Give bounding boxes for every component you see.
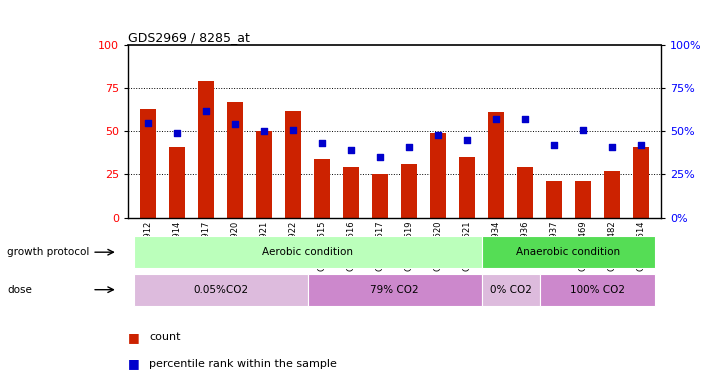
Text: GDS2969 / 8285_at: GDS2969 / 8285_at	[128, 31, 250, 44]
Bar	[430, 133, 446, 218]
Text: growth protocol: growth protocol	[7, 247, 90, 257]
Bar	[546, 181, 562, 218]
Bar	[401, 164, 417, 218]
Text: Aerobic condition: Aerobic condition	[262, 247, 353, 257]
Text: count: count	[149, 333, 181, 342]
Point	[375, 154, 386, 160]
Bar	[285, 111, 301, 218]
Point	[635, 142, 646, 148]
Text: Anaerobic condition: Anaerobic condition	[516, 247, 621, 257]
Text: percentile rank within the sample: percentile rank within the sample	[149, 359, 337, 369]
Bar	[314, 159, 330, 218]
Text: 79% CO2: 79% CO2	[370, 285, 419, 295]
Bar	[343, 168, 359, 217]
Point	[230, 122, 241, 128]
Text: ■: ■	[128, 331, 140, 344]
Bar	[633, 147, 649, 218]
Point	[548, 142, 560, 148]
Text: 0.05%CO2: 0.05%CO2	[193, 285, 248, 295]
Text: dose: dose	[7, 285, 32, 295]
Bar	[140, 109, 156, 217]
Point	[606, 144, 618, 150]
Point	[461, 137, 473, 143]
Bar	[488, 112, 504, 218]
Bar	[228, 102, 243, 218]
Point	[577, 126, 589, 132]
Point	[316, 140, 328, 146]
Bar	[256, 131, 272, 218]
Text: ■: ■	[128, 357, 140, 370]
Bar	[604, 171, 620, 217]
Bar	[372, 174, 388, 217]
Point	[143, 120, 154, 126]
Bar	[169, 147, 186, 218]
Point	[346, 147, 357, 153]
Bar	[459, 157, 475, 218]
Bar	[517, 168, 533, 217]
Point	[432, 132, 444, 138]
Bar	[575, 181, 591, 218]
Point	[403, 144, 415, 150]
Point	[519, 116, 530, 122]
Point	[287, 126, 299, 132]
Point	[171, 130, 183, 136]
Text: 0% CO2: 0% CO2	[490, 285, 531, 295]
Bar	[198, 81, 214, 218]
Point	[201, 108, 212, 114]
Point	[491, 116, 502, 122]
Point	[259, 128, 270, 134]
Text: 100% CO2: 100% CO2	[570, 285, 625, 295]
